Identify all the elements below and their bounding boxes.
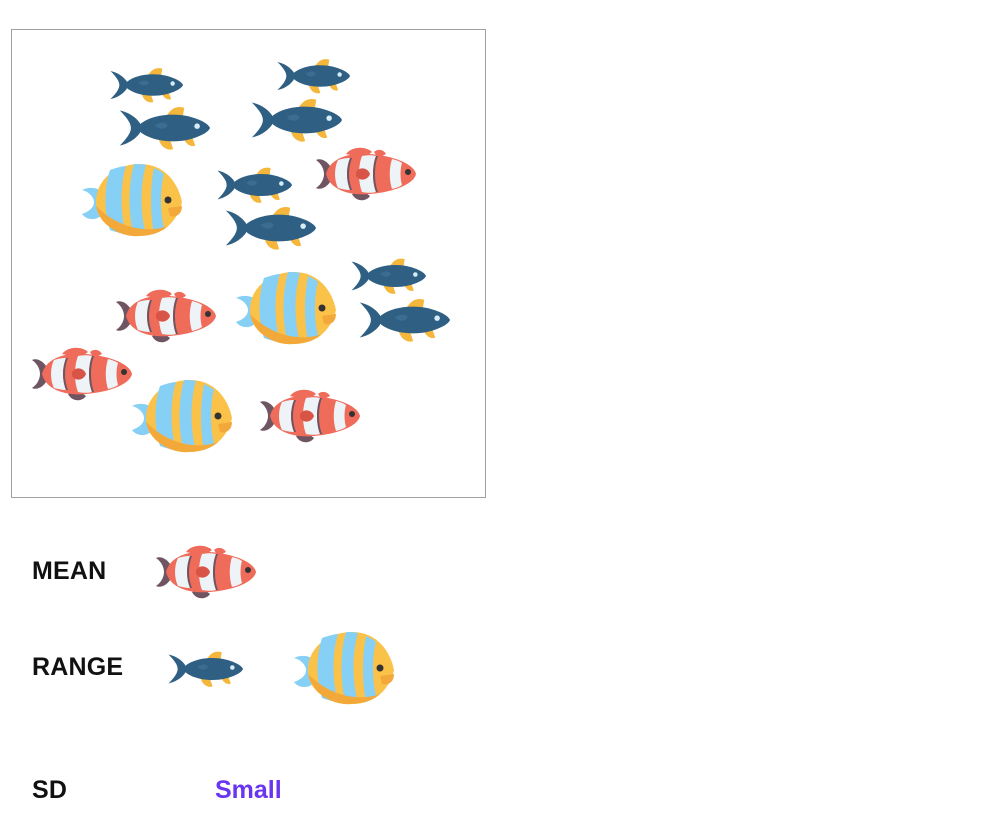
clownfish-icon xyxy=(260,388,360,444)
fish-panel xyxy=(11,29,486,498)
blue-fish-icon xyxy=(276,57,350,95)
range-label: RANGE xyxy=(32,653,124,681)
sd-label: SD xyxy=(32,776,68,804)
clownfish-icon xyxy=(116,288,216,344)
range-min-blue-fish-icon xyxy=(167,650,243,688)
sd-value: Small xyxy=(215,776,282,804)
blue-fish-icon xyxy=(224,204,316,252)
mean-label: MEAN xyxy=(32,557,107,585)
butterfly-fish-icon xyxy=(132,378,232,454)
blue-fish-icon xyxy=(118,104,210,152)
blue-fish-icon xyxy=(109,66,183,104)
blue-fish-icon xyxy=(216,166,292,204)
clownfish-icon xyxy=(316,146,416,202)
blue-fish-icon xyxy=(358,296,450,344)
range-max-butterfly-fish-icon xyxy=(294,630,394,706)
butterfly-fish-icon xyxy=(82,162,182,238)
blue-fish-icon xyxy=(250,96,342,144)
butterfly-fish-icon xyxy=(236,270,336,346)
mean-clownfish-icon xyxy=(156,544,256,600)
blue-fish-icon xyxy=(350,257,426,295)
clownfish-icon xyxy=(32,346,132,402)
